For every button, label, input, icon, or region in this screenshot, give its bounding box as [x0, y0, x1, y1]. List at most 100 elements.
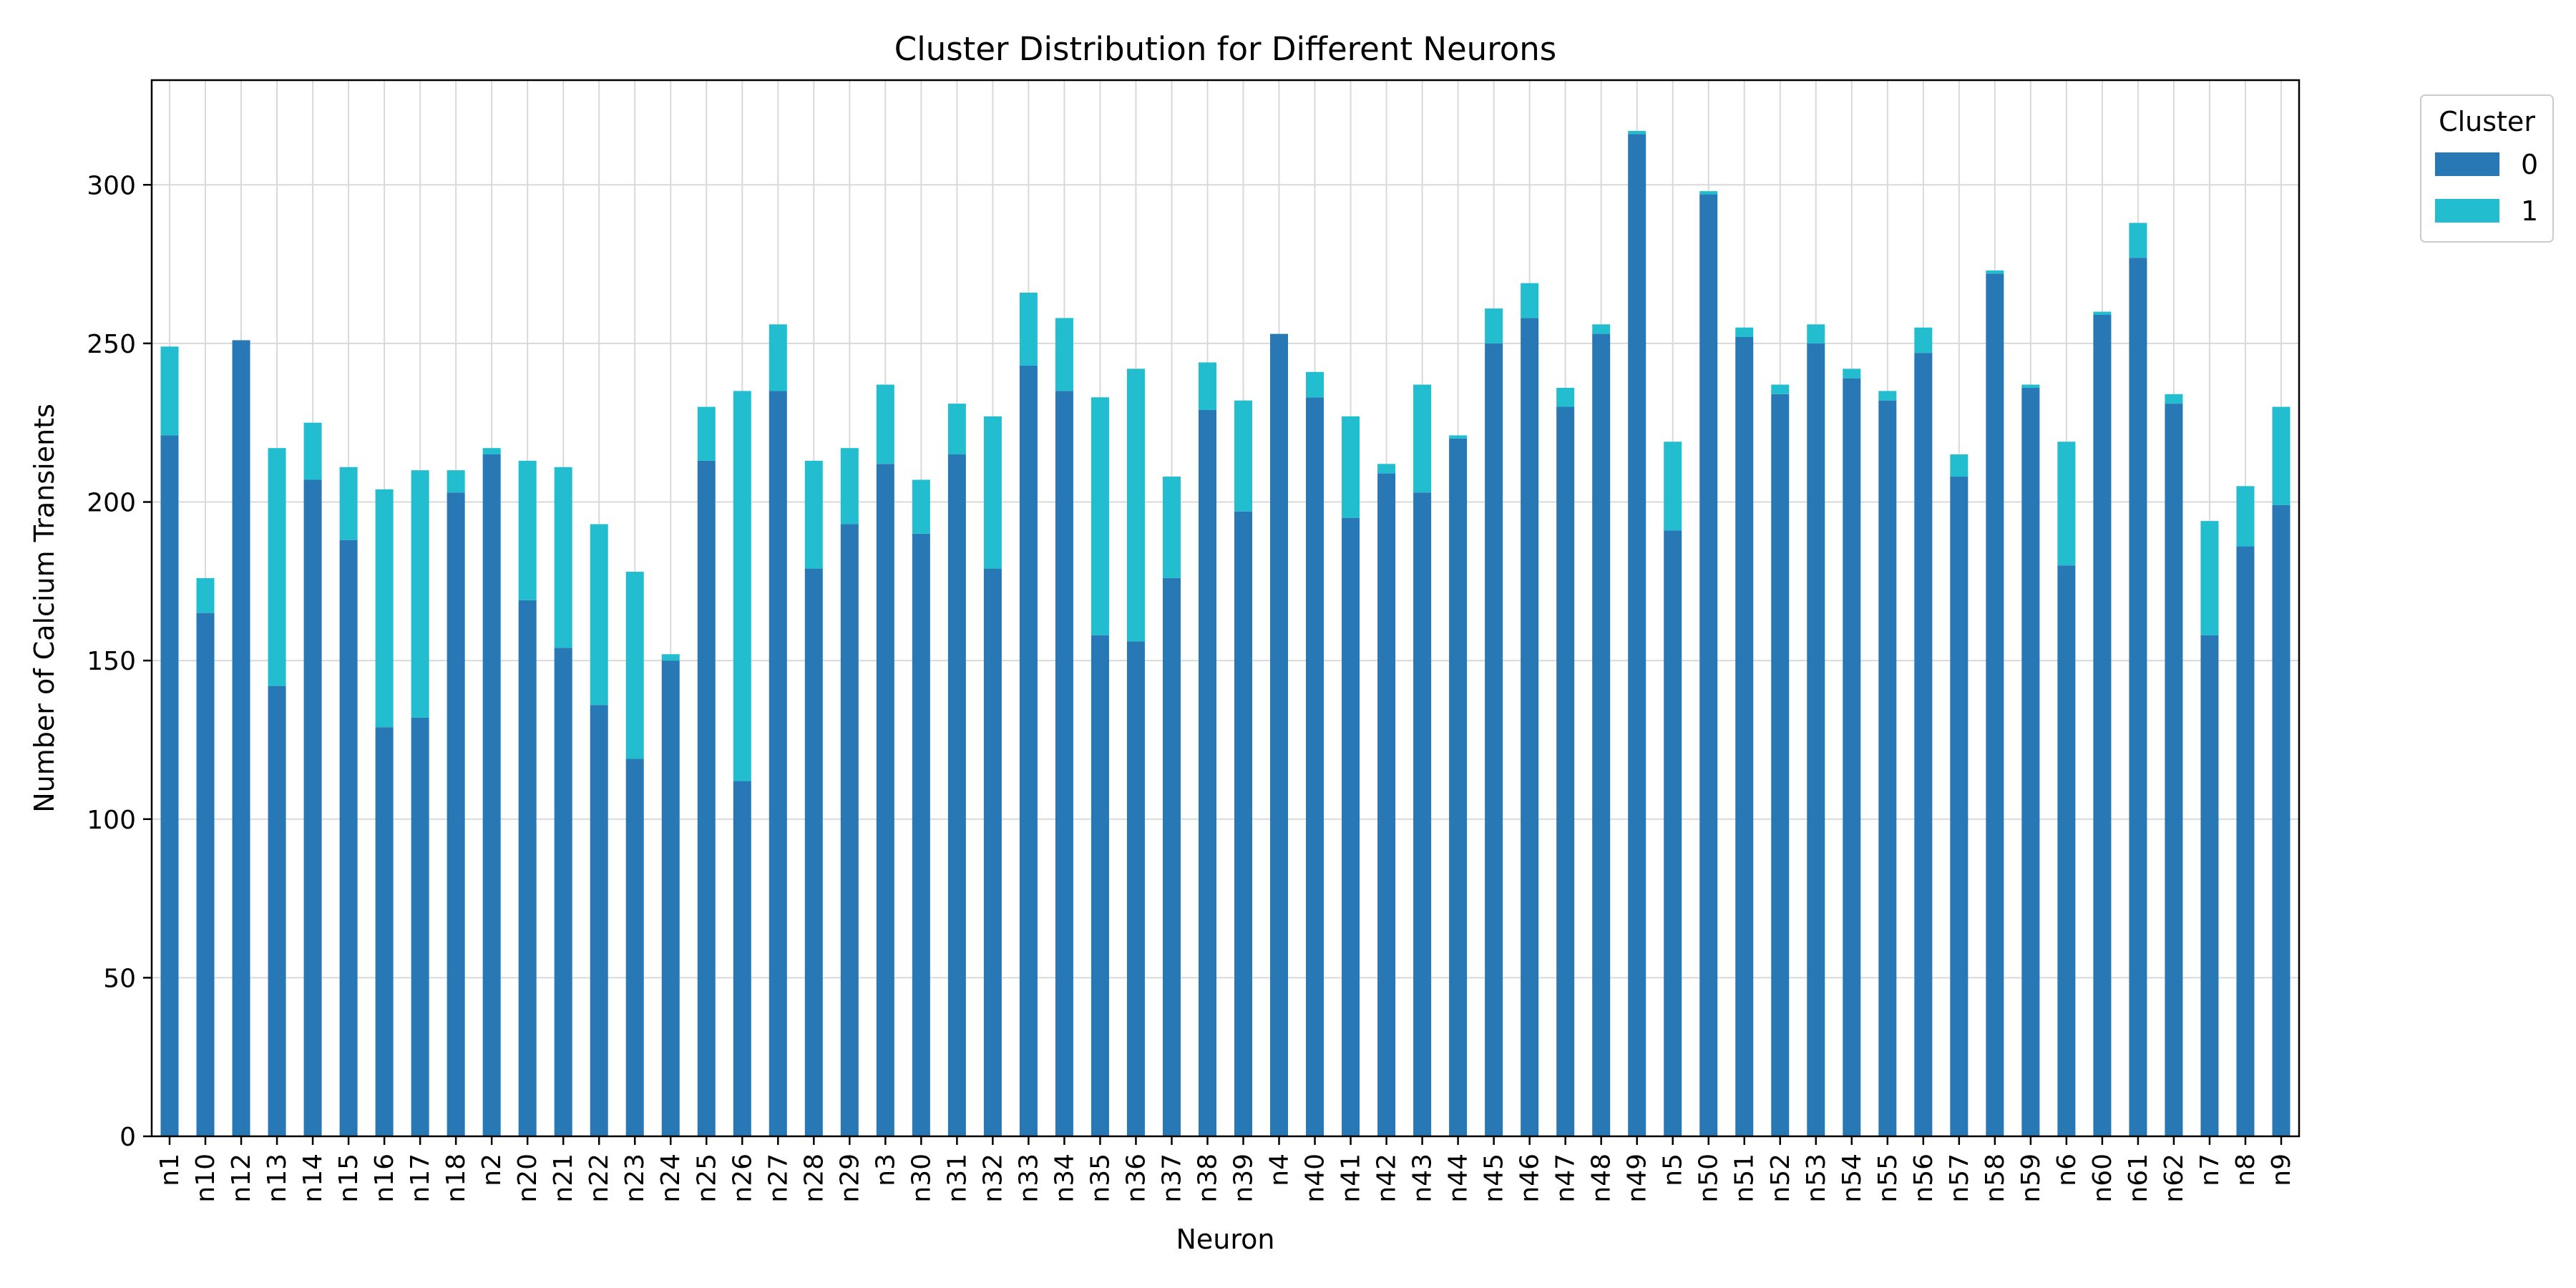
x-tick-label: n58: [1981, 1153, 2010, 1203]
bar-segment-cluster-1: [1699, 191, 1718, 195]
x-tick-label: n44: [1444, 1153, 1473, 1203]
x-tick-label: n9: [2267, 1153, 2296, 1186]
x-tick-label: n27: [763, 1153, 793, 1203]
bar-segment-cluster-0: [2236, 546, 2255, 1136]
x-tick-label: n21: [549, 1153, 578, 1203]
x-tick-label: n32: [978, 1153, 1008, 1203]
bar-segment-cluster-0: [1342, 517, 1360, 1136]
bar-segment-cluster-0: [1377, 473, 1396, 1136]
bar-segment-cluster-0: [1556, 406, 1575, 1136]
x-tick-label: n23: [620, 1153, 650, 1203]
bar-segment-cluster-0: [339, 540, 358, 1136]
x-tick-label: n25: [692, 1153, 721, 1203]
bar-segment-cluster-0: [2200, 635, 2219, 1136]
x-tick-label: n28: [799, 1153, 829, 1203]
bar-segment-cluster-1: [1628, 130, 1646, 135]
legend-label: 0: [2521, 149, 2538, 180]
x-tick-label: n36: [1121, 1153, 1151, 1203]
bar-segment-cluster-0: [661, 660, 680, 1136]
bar-segment-cluster-1: [196, 577, 215, 613]
x-tick-label: n33: [1014, 1153, 1043, 1203]
bar-segment-cluster-0: [912, 533, 930, 1136]
y-tick-label: 100: [87, 806, 136, 835]
x-tick-label: n35: [1085, 1153, 1115, 1203]
bar-segment-cluster-1: [2129, 223, 2147, 258]
x-tick-label: n46: [1516, 1153, 1545, 1203]
y-tick-label: 50: [103, 964, 136, 993]
x-tick-label: n51: [1730, 1153, 1760, 1203]
bar-segment-cluster-0: [1628, 134, 1646, 1137]
bar-segment-cluster-1: [1198, 362, 1216, 410]
x-tick-label: n1: [155, 1153, 185, 1186]
bar-segment-cluster-1: [840, 448, 859, 525]
x-tick-label: n29: [835, 1153, 864, 1203]
bar-segment-cluster-0: [268, 686, 286, 1136]
bar-segment-cluster-1: [947, 404, 966, 455]
bar-segment-cluster-1: [1126, 369, 1145, 642]
x-tick-label: n61: [2124, 1153, 2153, 1203]
bar-segment-cluster-0: [840, 524, 859, 1136]
bar-segment-cluster-1: [339, 467, 358, 540]
x-tick-label: n15: [334, 1153, 364, 1203]
bar-segment-cluster-1: [1807, 324, 1825, 343]
bar-segment-cluster-0: [1485, 343, 1503, 1137]
bar-segment-cluster-0: [697, 460, 716, 1136]
x-tick-label: n12: [227, 1153, 256, 1203]
x-tick-label: n42: [1372, 1153, 1402, 1203]
bar-segment-cluster-1: [733, 391, 751, 781]
x-tick-label: n40: [1301, 1153, 1330, 1203]
bar-segment-cluster-0: [769, 391, 787, 1136]
bar-segment-cluster-1: [1019, 292, 1038, 366]
bar-segment-cluster-1: [554, 467, 572, 648]
x-tick-label: n39: [1229, 1153, 1259, 1203]
bar-segment-cluster-0: [1055, 391, 1073, 1136]
bar-segment-cluster-0: [1126, 641, 1145, 1136]
x-tick-label: n13: [263, 1153, 292, 1203]
bar-segment-cluster-0: [625, 758, 644, 1136]
bar-segment-cluster-0: [447, 492, 465, 1136]
bar-segment-cluster-1: [1735, 327, 1754, 338]
bar-segment-cluster-0: [1986, 273, 2004, 1136]
x-tick-label: n14: [298, 1153, 328, 1203]
bar-segment-cluster-0: [1306, 397, 1324, 1137]
bar-segment-cluster-1: [2200, 521, 2219, 635]
bar-segment-cluster-0: [983, 568, 1002, 1136]
chart-title: Cluster Distribution for Different Neuro…: [894, 30, 1556, 68]
bar-segment-cluster-0: [482, 454, 501, 1136]
bar-segment-cluster-0: [1270, 333, 1289, 1136]
y-axis-title: Number of Calcium Transients: [29, 404, 60, 813]
x-tick-label: n7: [2195, 1153, 2225, 1186]
legend-title: Cluster: [2439, 106, 2535, 137]
bar-segment-cluster-0: [1413, 492, 1432, 1136]
bar-segment-cluster-1: [912, 479, 930, 534]
bar-segment-cluster-1: [1771, 384, 1790, 394]
bar-segment-cluster-1: [1306, 371, 1324, 398]
bar-segment-cluster-0: [411, 717, 429, 1136]
bar-segment-cluster-0: [2093, 315, 2112, 1136]
x-tick-label: n2: [477, 1153, 507, 1186]
x-tick-label: n16: [370, 1153, 399, 1203]
bar-segment-cluster-0: [518, 600, 537, 1136]
plot-frame: [150, 79, 2301, 1138]
bar-segment-cluster-0: [1699, 194, 1718, 1136]
y-tick-label: 300: [87, 171, 136, 200]
bar-segment-cluster-0: [1162, 577, 1181, 1136]
bar-segment-cluster-0: [1664, 530, 1682, 1136]
bar-segment-cluster-1: [1377, 464, 1396, 474]
x-tick-label: n8: [2231, 1153, 2260, 1186]
bar-segment-cluster-0: [375, 727, 394, 1136]
bar-segment-cluster-0: [1735, 337, 1754, 1136]
y-tick-label: 0: [119, 1123, 136, 1152]
x-tick-label: n37: [1157, 1153, 1186, 1203]
bar-segment-cluster-1: [2236, 486, 2255, 547]
x-tick-label: n47: [1551, 1153, 1581, 1203]
bar-segment-cluster-0: [554, 648, 572, 1136]
x-tick-label: n49: [1623, 1153, 1652, 1203]
x-tick-label: n20: [513, 1153, 542, 1203]
bar-segment-cluster-1: [769, 324, 787, 391]
x-tick-label: n62: [2160, 1153, 2189, 1203]
bar-segment-cluster-1: [2057, 441, 2076, 566]
bar-segment-cluster-0: [1914, 353, 1933, 1136]
bar-segment-cluster-1: [590, 524, 608, 706]
